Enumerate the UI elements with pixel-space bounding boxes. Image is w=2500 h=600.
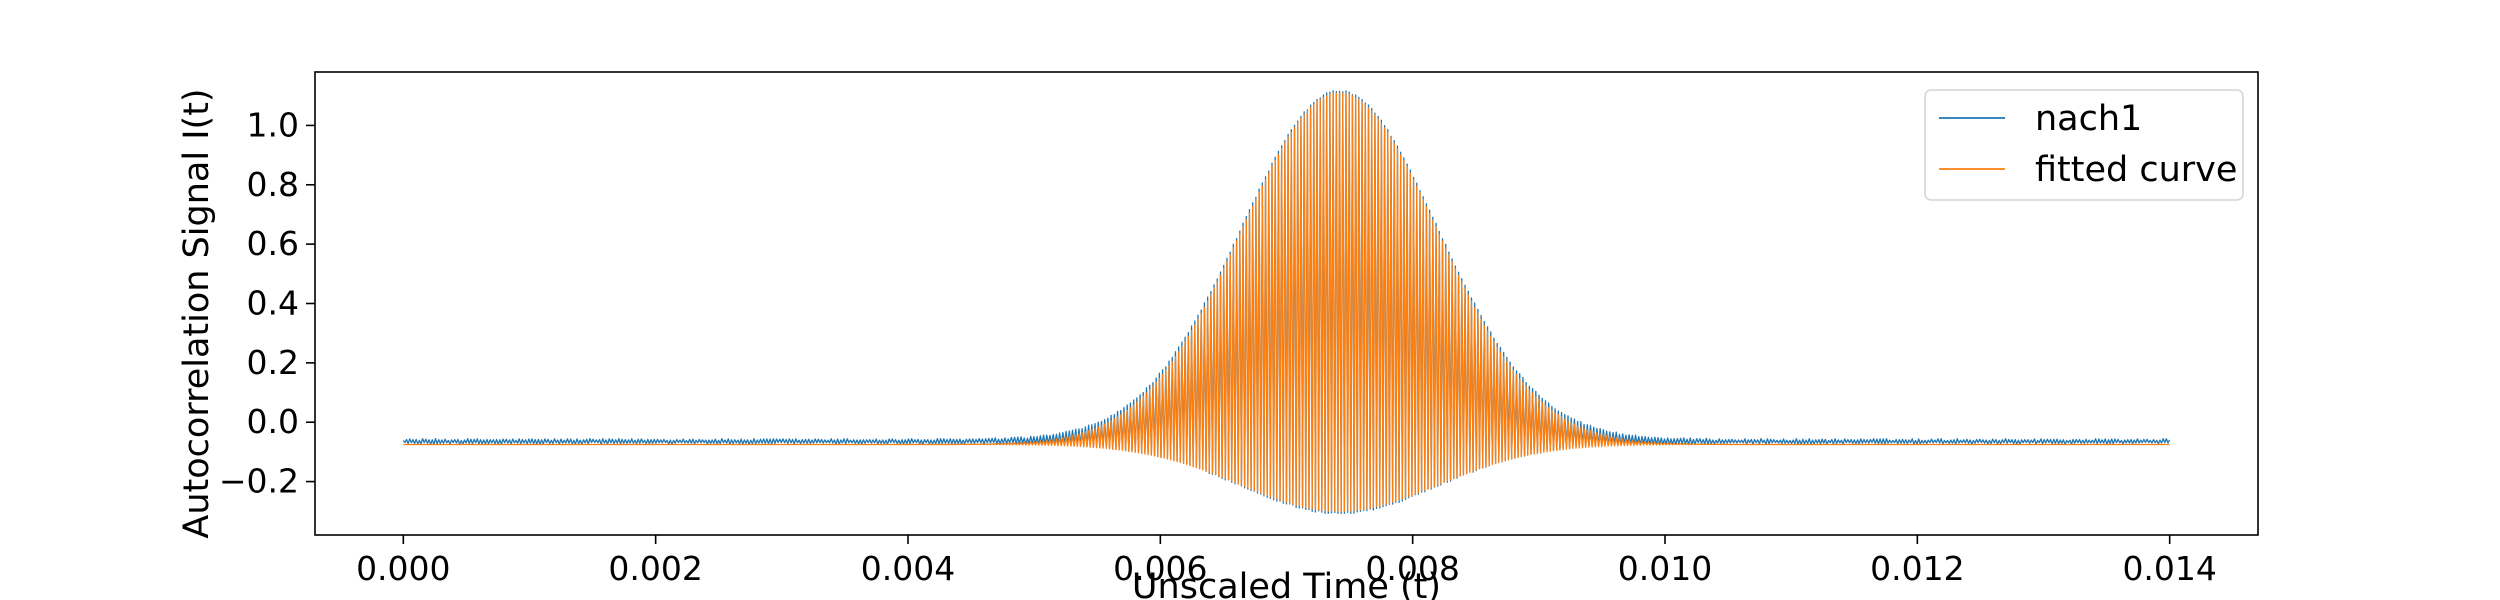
x-tick-label: 0.012 [1870, 549, 1964, 588]
x-axis-title: Unscaled Time (t) [1132, 567, 1441, 600]
legend: nach1 fitted curve [1924, 89, 2244, 201]
y-tick-label: 0.8 [247, 165, 299, 204]
x-tick-label: 0.014 [2122, 549, 2216, 588]
x-tick-label: 0.008 [1365, 549, 1459, 588]
x-tick-label: 0.006 [1113, 549, 1207, 588]
series-layer [402, 90, 2171, 515]
x-tick-label: 0.004 [861, 549, 955, 588]
y-tick-label: 1.0 [247, 105, 299, 144]
x-tick-label: 0.002 [608, 549, 702, 588]
series-line-nach1 [402, 90, 2171, 515]
series-line-fitted-curve [403, 92, 2170, 512]
y-axis-ticks: −0.2 0.0 0.2 0.4 0.6 0.8 1.0 [219, 105, 315, 501]
x-tick-label: 0.000 [356, 549, 450, 588]
y-tick-label: 0.0 [247, 402, 299, 441]
y-tick-label: 0.4 [247, 284, 299, 323]
x-axis-ticks: 0.000 0.002 0.004 0.006 0.008 0.010 0.012 0.014 [356, 535, 2217, 588]
x-tick-label: 0.010 [1618, 549, 1712, 588]
legend-label-nach1: nach1 [2035, 99, 2142, 139]
legend-label-fitted-curve: fitted curve [2035, 150, 2237, 190]
y-tick-label: 0.2 [247, 343, 299, 382]
y-tick-label: −0.2 [219, 462, 299, 501]
y-tick-label: 0.6 [247, 224, 299, 263]
y-axis-title: Autocorrelation Signal I(t) [177, 88, 217, 538]
